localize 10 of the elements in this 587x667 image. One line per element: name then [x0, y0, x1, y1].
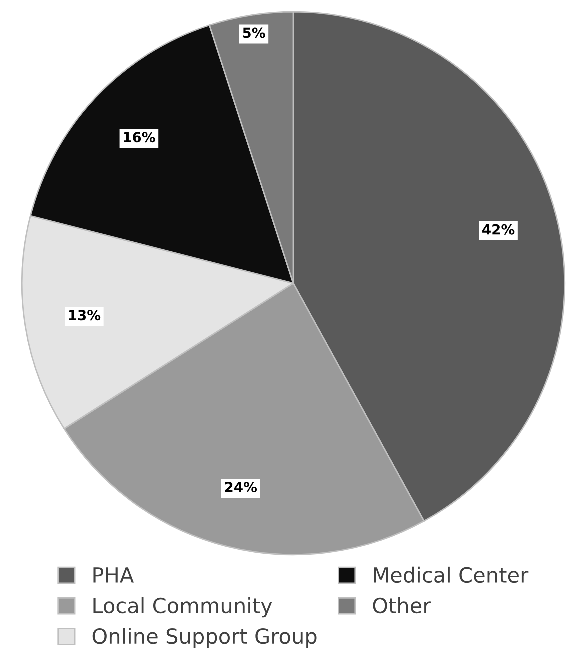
legend-label: Medical Center — [374, 566, 529, 584]
legend-label: PHA — [94, 568, 134, 583]
data-label: 42% — [482, 224, 515, 235]
data-label: 24% — [225, 482, 258, 493]
legend-label: Other — [373, 598, 432, 614]
legend-label: Local Community — [94, 598, 272, 618]
data-label: 5% — [243, 28, 266, 38]
data-label: 13% — [69, 310, 101, 321]
data-label: 16% — [124, 132, 156, 143]
legend-label: Online Support Group — [92, 628, 317, 648]
